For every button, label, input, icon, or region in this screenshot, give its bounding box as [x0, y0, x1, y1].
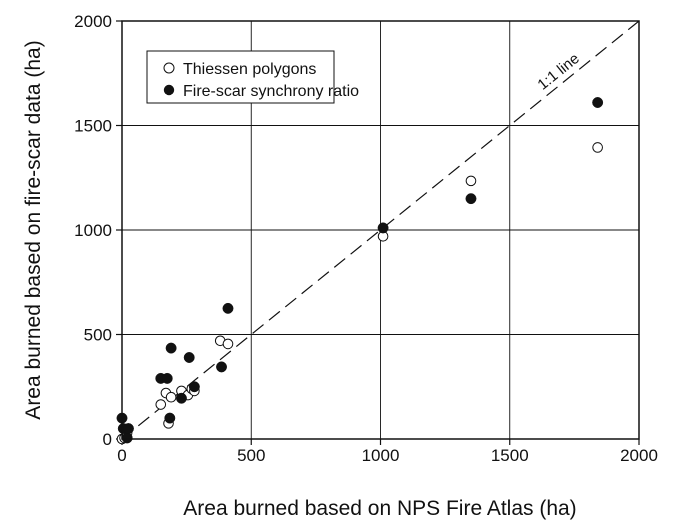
y-tick-label: 500 [84, 326, 112, 345]
legend-label-firescar: Fire-scar synchrony ratio [183, 83, 359, 100]
y-tick-label: 1500 [74, 117, 112, 136]
one-to-one-line [121, 20, 640, 440]
point-firescar [222, 302, 234, 314]
axis-ticks: 0 500 1000 1500 2000 0 500 1000 1500 2000 [74, 12, 658, 465]
point-firescar [165, 342, 177, 354]
point-firescar [188, 381, 200, 393]
x-tick-label: 1000 [362, 446, 400, 465]
point-thiessen [592, 142, 603, 153]
point-thiessen [165, 391, 177, 403]
point-firescar [592, 97, 604, 108]
point-firescar [377, 222, 389, 234]
x-axis-title: Area burned based on NPS Fire Atlas (ha) [183, 497, 576, 520]
point-firescar [164, 412, 176, 424]
point-thiessen [465, 175, 477, 187]
y-tick-label: 0 [103, 430, 112, 449]
point-firescar [465, 193, 477, 205]
point-firescar [183, 352, 195, 363]
point-thiessen [155, 399, 167, 410]
legend-label-thiessen: Thiessen polygons [183, 61, 316, 78]
legend-box [146, 50, 335, 104]
legend: Thiessen polygons Fire-scar synchrony ra… [146, 50, 359, 104]
x-tick-label: 2000 [620, 446, 658, 465]
y-tick-label: 1000 [74, 221, 112, 240]
y-axis-title: Area burned based on fire-scar data (ha) [22, 40, 45, 419]
point-firescar [216, 361, 227, 373]
x-tick-label: 500 [237, 446, 265, 465]
point-firescar [161, 372, 173, 384]
plot-frame [121, 20, 640, 440]
point-firescar [123, 423, 134, 434]
x-tick-label: 0 [117, 446, 126, 465]
legend-marker-thiessen [163, 62, 175, 74]
point-firescar [121, 432, 133, 444]
x-tick-label: 1500 [491, 446, 529, 465]
legend-marker-firescar [163, 84, 175, 96]
y-tick-label: 2000 [74, 12, 112, 31]
point-firescar [176, 392, 187, 404]
point-thiessen [222, 338, 234, 350]
